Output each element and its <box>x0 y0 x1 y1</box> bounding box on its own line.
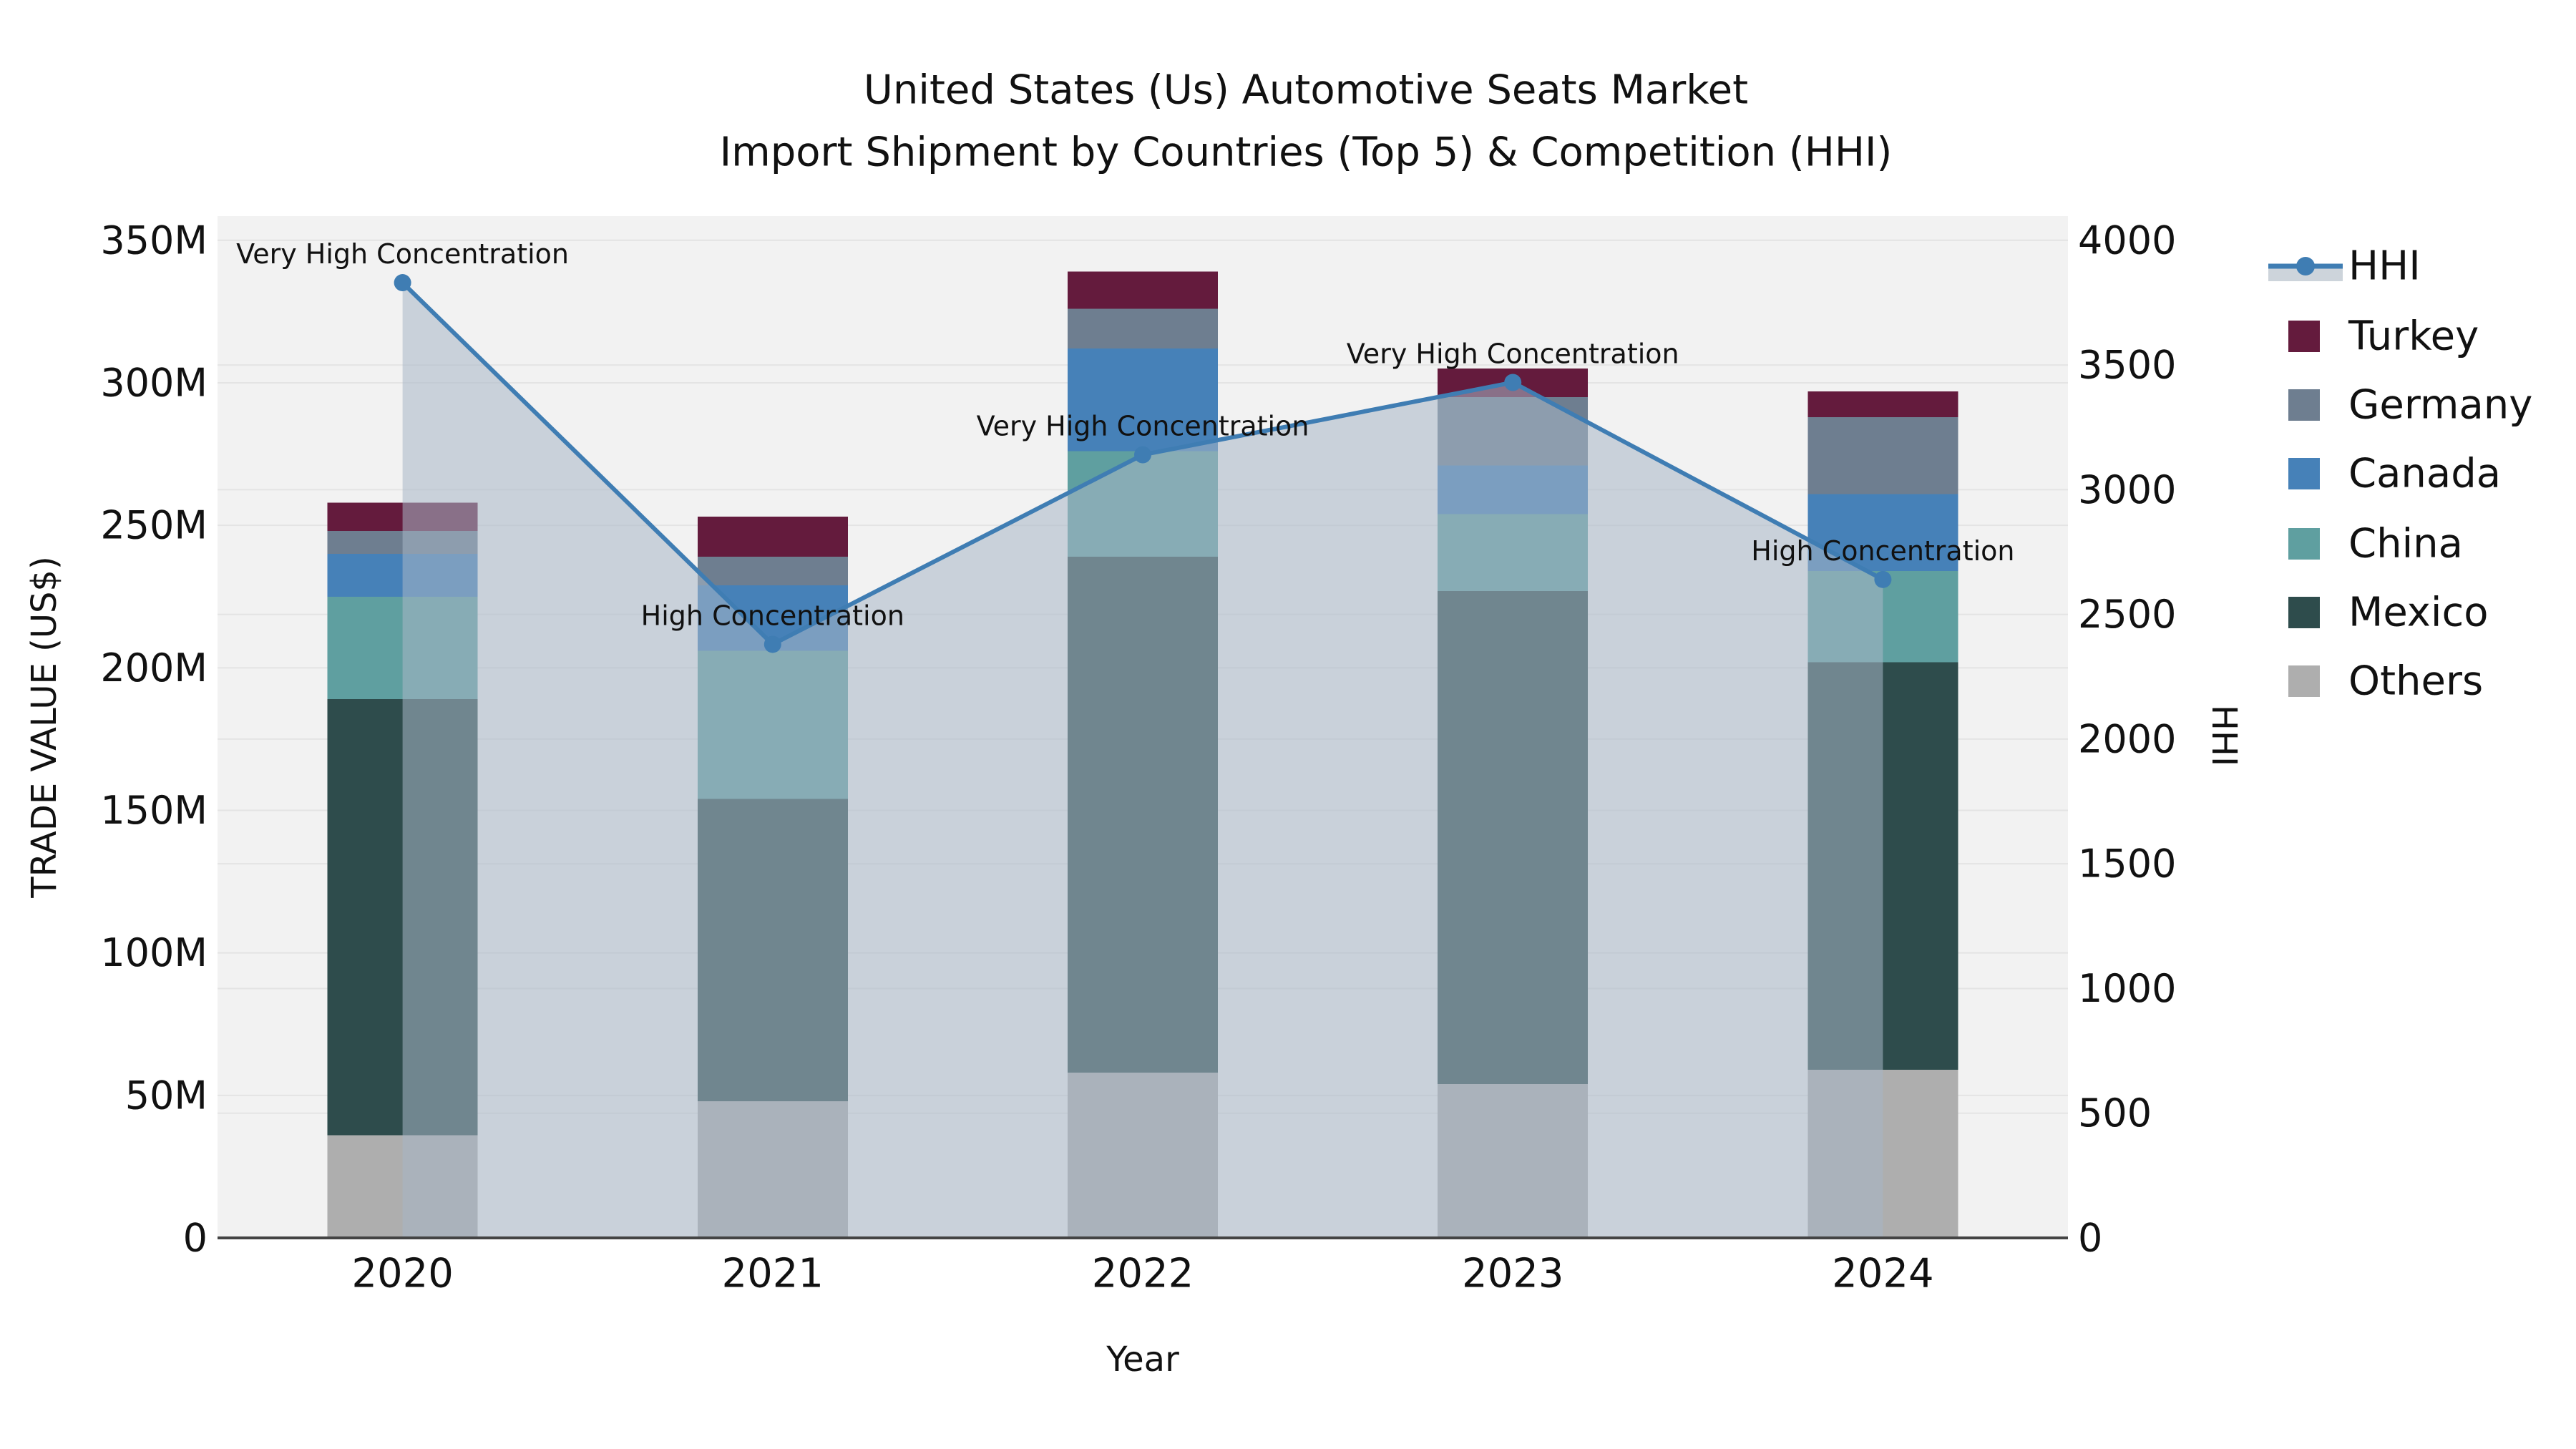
y-left-tick-350M: 350M <box>100 218 208 263</box>
bar-segment-2022-canada <box>1068 348 1218 452</box>
hhi-marker-2022 <box>1134 446 1151 464</box>
legend-swatch-germany <box>2288 389 2320 421</box>
chart-title-line1: United States (Us) Automotive Seats Mark… <box>864 67 1748 114</box>
legend-swatch-mexico <box>2288 597 2320 628</box>
x-tick-2020: 2020 <box>351 1251 454 1297</box>
x-tick-2022: 2022 <box>1092 1251 1194 1297</box>
legend-label-germany: Germany <box>2348 382 2532 429</box>
bar-segment-2024-turkey <box>1807 391 1958 417</box>
annotations-group: Very High Concentration High Concentratio… <box>236 238 2014 631</box>
y-left-tick-150M: 150M <box>100 788 208 833</box>
legend-item-germany[interactable]: Germany <box>2288 382 2532 429</box>
legend-swatch-china <box>2288 528 2320 560</box>
y-left-tick-300M: 300M <box>100 361 208 406</box>
y-right-tick-2500: 2500 <box>2078 592 2176 637</box>
y-right-tick-1500: 1500 <box>2078 841 2176 887</box>
bar-segment-2022-turkey <box>1068 271 1218 309</box>
legend-item-china[interactable]: China <box>2288 521 2463 567</box>
chart-title-line2: Import Shipment by Countries (Top 5) & C… <box>720 130 1893 176</box>
legend-label-others: Others <box>2348 658 2483 705</box>
x-axis-title: Year <box>1106 1340 1179 1380</box>
y-right-tick-500: 500 <box>2078 1091 2152 1136</box>
legend-swatch-others <box>2288 665 2320 697</box>
y-left-tick-50M: 50M <box>125 1073 208 1118</box>
legend-item-others[interactable]: Others <box>2288 658 2483 705</box>
tick-labels-group: 0 50M 100M 150M 200M 250M 300M 350M 0 500 1000 1500… <box>100 218 2176 1297</box>
y-right-axis-title: HHI <box>2204 705 2244 766</box>
x-tick-2023: 2023 <box>1462 1251 1564 1297</box>
legend-item-turkey[interactable]: Turkey <box>2288 313 2479 360</box>
legend-label-china: China <box>2348 521 2463 567</box>
hhi-area-fill-group <box>402 283 1883 1238</box>
legend-item-mexico[interactable]: Mexico <box>2288 590 2489 636</box>
legend-label-turkey: Turkey <box>2348 313 2479 360</box>
legend-group: HHI Turkey Germany Canada China Mexico Others <box>2268 243 2532 705</box>
x-tick-2021: 2021 <box>722 1251 824 1297</box>
y-right-tick-2000: 2000 <box>2078 716 2176 761</box>
y-right-tick-3500: 3500 <box>2078 343 2176 388</box>
bar-segment-2022-germany <box>1068 308 1218 349</box>
y-right-tick-1000: 1000 <box>2078 966 2176 1011</box>
annotation-2022: Very High Concentration <box>977 411 1309 442</box>
hhi-marker-2020 <box>394 274 411 292</box>
y-right-tick-0: 0 <box>2078 1216 2102 1261</box>
x-tick-2024: 2024 <box>1832 1251 1934 1297</box>
legend-swatch-canada <box>2288 458 2320 489</box>
y-left-tick-0: 0 <box>183 1216 208 1261</box>
annotation-2024: High Concentration <box>1751 535 2014 567</box>
y-left-axis-title: TRADE VALUE (US$) <box>24 556 64 898</box>
legend-item-hhi[interactable]: HHI <box>2268 243 2421 290</box>
legend-label-mexico: Mexico <box>2348 590 2489 636</box>
hhi-line-group <box>394 274 1892 653</box>
hhi-marker-2023 <box>1504 374 1522 391</box>
y-left-tick-250M: 250M <box>100 503 208 548</box>
hhi-marker-2021 <box>763 635 781 653</box>
bar-segment-2021-turkey <box>697 517 848 557</box>
legend-label-hhi: HHI <box>2348 243 2421 290</box>
legend-swatch-turkey <box>2288 321 2320 352</box>
y-left-tick-100M: 100M <box>100 930 208 975</box>
y-right-tick-4000: 4000 <box>2078 218 2176 263</box>
y-right-tick-3000: 3000 <box>2078 467 2176 512</box>
y-left-tick-200M: 200M <box>100 645 208 691</box>
legend-label-canada: Canada <box>2348 451 2501 497</box>
annotation-2020: Very High Concentration <box>236 238 569 270</box>
annotation-2023: Very High Concentration <box>1347 338 1679 369</box>
legend-item-canada[interactable]: Canada <box>2288 451 2501 497</box>
legend-hhi-marker-swatch <box>2296 257 2315 275</box>
bar-segment-2021-germany <box>697 557 848 585</box>
annotation-2021: High Concentration <box>641 600 904 631</box>
hhi-marker-2024 <box>1874 570 1892 588</box>
hhi-area-fill <box>402 283 1883 1238</box>
bar-segment-2024-germany <box>1807 416 1958 494</box>
